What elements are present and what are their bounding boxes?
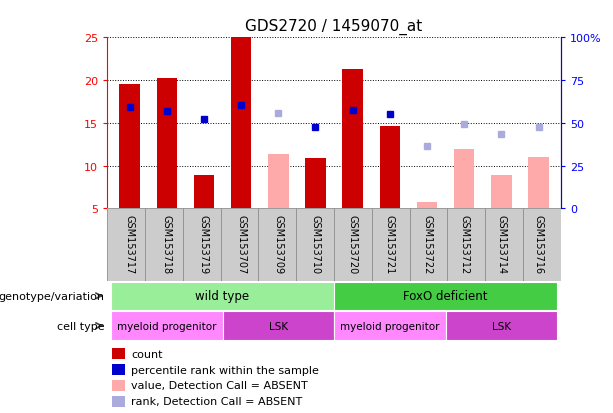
Bar (409, 209, 447, 281)
Bar (491, 176, 512, 209)
Bar (305, 159, 326, 209)
Text: GSM153721: GSM153721 (385, 215, 395, 274)
Bar (528, 157, 549, 209)
Text: myeloid progenitor: myeloid progenitor (117, 321, 216, 331)
Bar (120, 85, 140, 209)
Bar (334, 282, 557, 311)
Bar (112, 396, 124, 407)
Text: GSM153710: GSM153710 (311, 215, 321, 274)
Bar (183, 209, 221, 281)
Bar (107, 209, 561, 281)
Text: GSM153718: GSM153718 (162, 215, 172, 274)
Text: LSK: LSK (492, 321, 511, 331)
Bar (334, 311, 446, 340)
Bar (334, 209, 372, 281)
Text: GSM153720: GSM153720 (348, 215, 357, 274)
Bar (231, 38, 251, 209)
Text: FoxO deficient: FoxO deficient (403, 290, 488, 303)
Bar (194, 176, 214, 209)
Text: rank, Detection Call = ABSENT: rank, Detection Call = ABSENT (131, 396, 303, 406)
Bar (447, 209, 485, 281)
Text: value, Detection Call = ABSENT: value, Detection Call = ABSENT (131, 380, 308, 391)
Text: GSM153712: GSM153712 (459, 215, 469, 274)
Bar (343, 70, 363, 209)
Bar (107, 209, 145, 281)
Bar (145, 209, 183, 281)
Bar (446, 311, 557, 340)
Text: percentile rank within the sample: percentile rank within the sample (131, 365, 319, 375)
Text: GSM153707: GSM153707 (236, 215, 246, 274)
Bar (112, 364, 124, 375)
Text: GSM153717: GSM153717 (124, 215, 135, 274)
Bar (221, 209, 259, 281)
Bar (259, 209, 296, 281)
Text: GSM153709: GSM153709 (273, 215, 283, 274)
Bar (454, 150, 474, 209)
Bar (156, 79, 177, 209)
Text: LSK: LSK (268, 321, 288, 331)
Bar (485, 209, 523, 281)
Bar (372, 209, 409, 281)
Text: myeloid progenitor: myeloid progenitor (340, 321, 440, 331)
Bar (296, 209, 334, 281)
Bar (523, 209, 561, 281)
Text: cell type: cell type (56, 321, 104, 331)
Bar (379, 127, 400, 209)
Bar (111, 311, 223, 340)
Text: GSM153714: GSM153714 (497, 215, 506, 274)
Bar (223, 311, 334, 340)
Bar (417, 202, 437, 209)
Bar (268, 155, 289, 209)
Bar (111, 282, 334, 311)
Bar (112, 348, 124, 359)
Bar (112, 380, 124, 392)
Text: GSM153716: GSM153716 (533, 215, 544, 274)
Title: GDS2720 / 1459070_at: GDS2720 / 1459070_at (245, 19, 423, 35)
Text: genotype/variation: genotype/variation (0, 291, 104, 301)
Text: GSM153719: GSM153719 (199, 215, 209, 274)
Text: GSM153722: GSM153722 (422, 215, 432, 274)
Text: wild type: wild type (196, 290, 249, 303)
Text: count: count (131, 349, 163, 359)
